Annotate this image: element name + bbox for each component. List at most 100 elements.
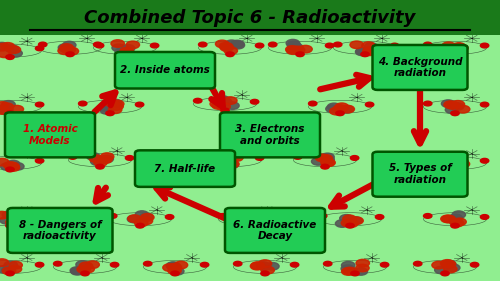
- Circle shape: [171, 271, 179, 276]
- Circle shape: [450, 159, 463, 167]
- Circle shape: [455, 158, 468, 166]
- Circle shape: [250, 212, 263, 219]
- Circle shape: [318, 214, 327, 218]
- Circle shape: [444, 265, 457, 273]
- Circle shape: [380, 262, 389, 267]
- Circle shape: [286, 39, 300, 47]
- Circle shape: [6, 160, 20, 168]
- Circle shape: [452, 43, 466, 50]
- Circle shape: [106, 99, 119, 107]
- Circle shape: [0, 107, 12, 115]
- Circle shape: [294, 155, 302, 159]
- Circle shape: [168, 263, 181, 271]
- Circle shape: [10, 163, 24, 170]
- Circle shape: [441, 271, 449, 276]
- Circle shape: [326, 43, 334, 48]
- Circle shape: [78, 101, 87, 106]
- FancyBboxPatch shape: [220, 112, 320, 157]
- Circle shape: [258, 260, 272, 267]
- Circle shape: [94, 159, 107, 166]
- Circle shape: [0, 50, 11, 58]
- Circle shape: [356, 47, 370, 55]
- FancyBboxPatch shape: [0, 0, 500, 35]
- Circle shape: [219, 42, 232, 50]
- Circle shape: [321, 156, 334, 163]
- Circle shape: [6, 218, 19, 226]
- Circle shape: [38, 42, 47, 47]
- FancyBboxPatch shape: [372, 152, 468, 197]
- Circle shape: [216, 155, 230, 162]
- Circle shape: [261, 271, 269, 276]
- Circle shape: [250, 99, 259, 104]
- Circle shape: [76, 261, 90, 268]
- Circle shape: [0, 102, 9, 109]
- Circle shape: [362, 42, 375, 49]
- Text: Combined Topic 6 - Radioactivity: Combined Topic 6 - Radioactivity: [84, 9, 415, 27]
- Circle shape: [326, 105, 339, 113]
- Circle shape: [126, 156, 134, 160]
- Circle shape: [316, 154, 329, 162]
- Circle shape: [170, 268, 184, 275]
- Circle shape: [77, 266, 90, 273]
- Circle shape: [286, 46, 299, 53]
- Circle shape: [287, 41, 300, 49]
- Circle shape: [200, 262, 209, 267]
- Circle shape: [234, 261, 242, 266]
- Circle shape: [241, 217, 254, 225]
- Circle shape: [248, 212, 262, 220]
- Circle shape: [434, 266, 448, 274]
- Circle shape: [60, 45, 73, 53]
- Circle shape: [453, 218, 466, 226]
- Circle shape: [81, 265, 94, 273]
- Circle shape: [261, 266, 274, 274]
- Circle shape: [230, 154, 243, 161]
- Circle shape: [256, 262, 270, 269]
- Circle shape: [128, 215, 141, 223]
- Circle shape: [0, 163, 14, 170]
- Circle shape: [0, 43, 10, 51]
- Circle shape: [449, 214, 462, 222]
- Circle shape: [6, 167, 14, 172]
- Circle shape: [218, 98, 232, 106]
- Circle shape: [231, 41, 244, 49]
- Circle shape: [62, 46, 76, 53]
- Circle shape: [451, 223, 459, 228]
- Circle shape: [96, 164, 104, 169]
- Circle shape: [79, 262, 92, 270]
- Circle shape: [226, 102, 239, 109]
- Circle shape: [4, 261, 18, 269]
- Circle shape: [115, 48, 128, 55]
- Circle shape: [258, 263, 271, 270]
- Circle shape: [286, 47, 300, 55]
- Circle shape: [90, 158, 104, 166]
- Circle shape: [120, 47, 134, 55]
- Circle shape: [120, 48, 134, 56]
- Circle shape: [198, 155, 207, 159]
- Circle shape: [198, 42, 207, 47]
- Circle shape: [321, 164, 329, 169]
- FancyBboxPatch shape: [115, 52, 215, 89]
- Circle shape: [224, 47, 237, 55]
- Circle shape: [322, 159, 336, 166]
- Circle shape: [250, 262, 264, 270]
- Circle shape: [442, 100, 455, 107]
- Circle shape: [453, 159, 466, 167]
- Circle shape: [108, 106, 122, 114]
- Circle shape: [36, 46, 44, 51]
- Circle shape: [0, 158, 9, 166]
- Circle shape: [221, 108, 229, 113]
- Circle shape: [96, 43, 104, 48]
- Circle shape: [342, 268, 355, 275]
- Circle shape: [480, 158, 489, 163]
- Circle shape: [424, 157, 432, 162]
- Circle shape: [70, 267, 84, 274]
- Circle shape: [110, 262, 119, 267]
- FancyBboxPatch shape: [8, 208, 113, 253]
- Circle shape: [6, 111, 14, 116]
- Circle shape: [451, 167, 459, 172]
- Circle shape: [480, 215, 489, 219]
- Circle shape: [290, 44, 303, 51]
- Circle shape: [246, 213, 260, 220]
- Circle shape: [448, 45, 462, 52]
- Circle shape: [212, 102, 226, 109]
